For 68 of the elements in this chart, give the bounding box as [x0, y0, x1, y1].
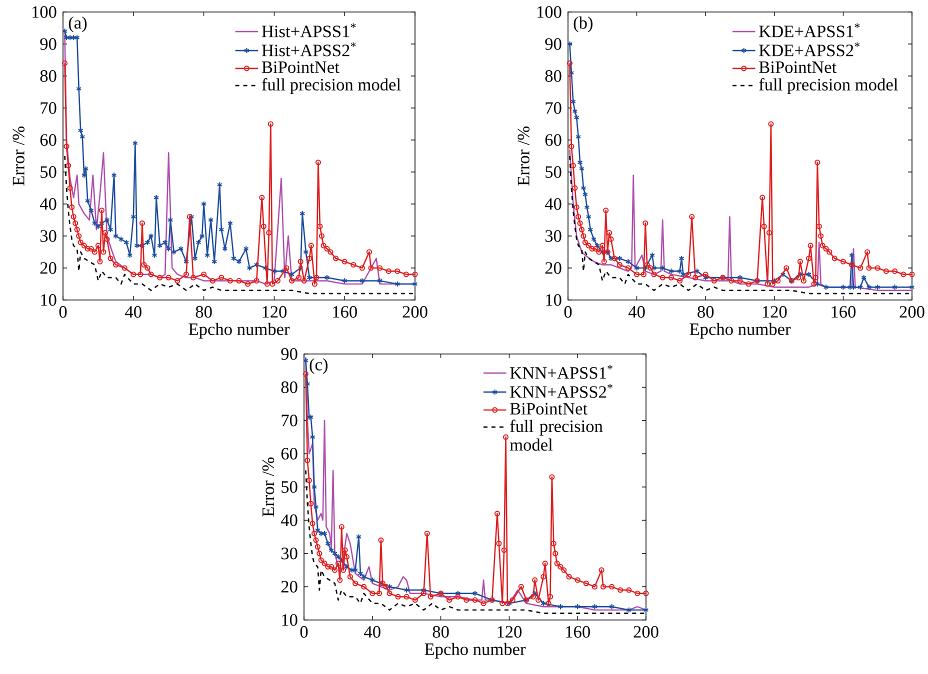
y-tick-label: 50	[546, 166, 562, 178]
legend-label: full precision model	[510, 420, 603, 451]
y-tick-label: 40	[280, 514, 298, 526]
y-tick-label: 10	[282, 614, 298, 626]
annotation: (c)	[310, 358, 328, 374]
x-tick-label: 160	[333, 306, 357, 318]
x-tick-label: 80	[698, 306, 714, 318]
x-tick-label: 200	[900, 306, 924, 318]
y-axis-title: Error /%	[262, 458, 274, 517]
y-axis-title: Error /%	[518, 126, 530, 186]
y-tick-label: 30	[545, 230, 562, 242]
legend-label: Hist+APSS2$^{*}$	[262, 42, 356, 56]
x-tick-label: 80	[432, 626, 449, 638]
y-axis-title: Error /%	[12, 126, 24, 186]
legend-label: BiPointNet	[759, 61, 836, 74]
x-axis-title: Epcho number	[188, 322, 290, 339]
y-tick-label: 60	[545, 134, 562, 146]
y-tick-label: 60	[281, 448, 298, 460]
y-tick-label: 50	[40, 166, 56, 178]
x-tick-label: 120	[762, 306, 787, 318]
legend-label: KNN+APSS1$^{*}$	[510, 364, 612, 379]
y-tick-label: 40	[544, 198, 562, 210]
y-tick-label: 10	[546, 294, 562, 306]
annotation: (a)	[68, 16, 87, 32]
x-tick-label: 200	[634, 626, 658, 638]
y-tick-label: 100	[537, 6, 562, 18]
legend-label: KDE+APSS1$^{*}$	[759, 23, 860, 38]
x-tick-label: 160	[832, 306, 856, 318]
y-tick-label: 50	[282, 481, 298, 493]
x-axis-title: Epcho number	[424, 642, 526, 659]
legend-label: full precision model	[262, 78, 401, 94]
x-tick-label: 40	[628, 306, 645, 318]
y-tick-label: 40	[40, 198, 56, 210]
x-tick-label: 200	[402, 306, 428, 318]
x-tick-label: 120	[262, 306, 287, 318]
x-tick-label: 0	[59, 306, 67, 318]
y-tick-label: 80	[545, 70, 562, 82]
legend-label: BiPointNet	[510, 402, 588, 415]
legend-label: full precision model	[759, 78, 898, 94]
annotation: (b)	[574, 16, 592, 32]
y-tick-label: 20	[281, 580, 298, 593]
x-tick-label: 120	[498, 626, 522, 638]
x-axis-title: Epcho number	[690, 322, 791, 339]
y-tick-label: 70	[40, 102, 56, 114]
y-tick-label: 90	[545, 38, 562, 50]
y-tick-label: 80	[40, 70, 56, 82]
y-tick-label: 20	[545, 262, 562, 274]
x-tick-label: 40	[125, 306, 142, 318]
x-tick-label: 40	[364, 626, 380, 638]
legend-label: KNN+APSS2$^{*}$	[510, 384, 612, 398]
y-tick-label: 100	[32, 6, 56, 18]
y-tick-label: 70	[546, 102, 562, 114]
y-tick-label: 60	[40, 134, 56, 146]
x-tick-label: 80	[196, 306, 212, 318]
legend-label: BiPointNet	[262, 61, 340, 74]
x-tick-label: 160	[566, 626, 590, 638]
legend-label: Hist+APSS1$^{*}$	[262, 23, 356, 38]
y-tick-label: 30	[281, 548, 298, 560]
x-tick-label: 0	[300, 626, 308, 638]
x-tick-label: 0	[564, 306, 572, 318]
y-tick-label: 70	[282, 414, 298, 426]
y-tick-label: 20	[40, 262, 56, 274]
y-tick-label: 80	[281, 381, 298, 394]
y-tick-label: 30	[40, 230, 56, 242]
legend-label: KDE+APSS2$^{*}$	[759, 42, 860, 56]
y-tick-label: 10	[41, 294, 56, 306]
y-tick-label: 90	[40, 38, 56, 50]
y-tick-label: 90	[281, 348, 298, 360]
